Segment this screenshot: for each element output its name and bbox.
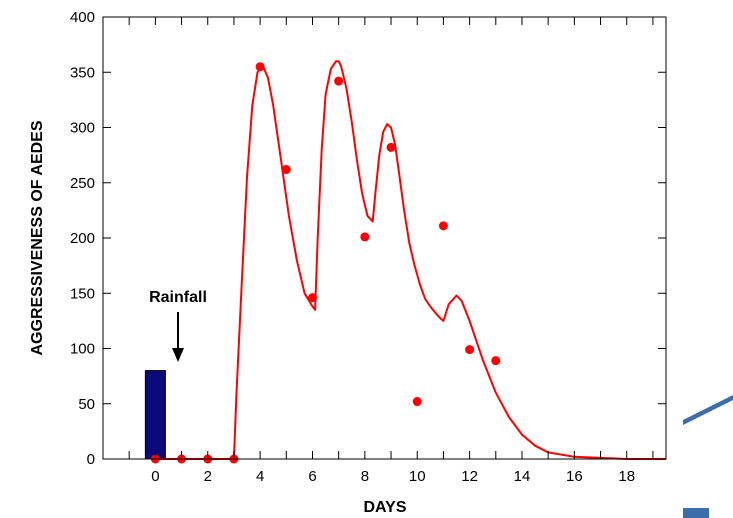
x-tick-label: 6	[308, 468, 316, 485]
x-tick-label: 10	[409, 468, 426, 485]
data-point	[334, 76, 344, 86]
y-tick-label: 0	[87, 451, 95, 468]
x-tick-label: 14	[514, 468, 531, 485]
model-curve	[155, 60, 666, 460]
data-point	[491, 356, 501, 366]
plot-frame	[102, 16, 667, 460]
x-tick-label: 2	[204, 468, 212, 485]
axes: 0 50 100 150 200 250 300 350 400 0 2 4 6 8 10 12 14 16 18	[70, 9, 667, 485]
y-tick-label: 50	[78, 396, 95, 413]
rainfall-bar	[144, 370, 166, 460]
x-tick-label: 18	[618, 468, 635, 485]
x-tick-label: 16	[566, 468, 583, 485]
data-point	[386, 142, 396, 152]
x-tick-label: 8	[361, 468, 369, 485]
data-point	[255, 62, 265, 72]
rainfall-label: Rainfall	[149, 289, 207, 306]
y-tick-label: 400	[70, 9, 95, 26]
rainfall-arrow	[172, 312, 184, 362]
data-point	[360, 232, 370, 242]
y-tick-label: 150	[70, 285, 95, 302]
y-tick-label: 100	[70, 341, 95, 358]
y-tick-label: 250	[70, 175, 95, 192]
decorative-block	[683, 508, 709, 518]
x-tick-label: 4	[256, 468, 264, 485]
plot-area	[144, 60, 666, 464]
y-tick-label: 300	[70, 120, 95, 137]
data-point	[281, 164, 291, 174]
x-tick-label: 0	[151, 468, 159, 485]
y-axis-title: AGGRESSIVENESS OF AEDES	[29, 120, 46, 355]
data-point	[412, 397, 422, 407]
decorative-swoosh	[683, 395, 733, 425]
y-tick-label: 350	[70, 64, 95, 81]
y-tick-label: 200	[70, 230, 95, 247]
x-tick-label: 12	[461, 468, 478, 485]
data-point	[465, 345, 475, 355]
data-point	[438, 221, 448, 231]
x-axis-title: DAYS	[364, 499, 407, 516]
data-point	[307, 293, 317, 303]
